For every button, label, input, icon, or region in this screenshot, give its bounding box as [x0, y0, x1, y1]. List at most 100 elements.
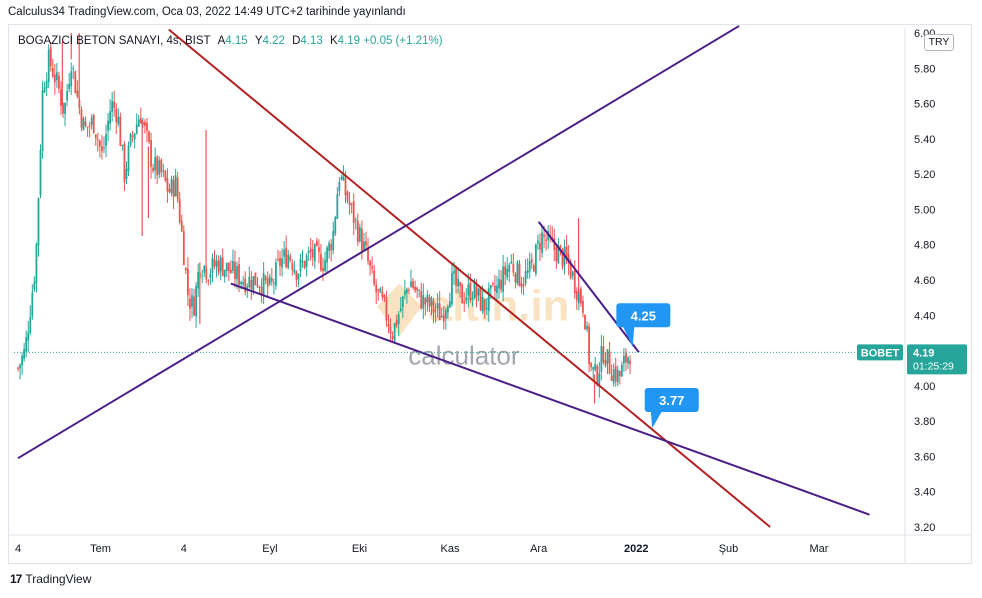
candle-body [58, 75, 60, 89]
candle-body [201, 275, 204, 277]
candle-body [41, 90, 44, 151]
candle-body [150, 139, 152, 167]
symbol-legend: BOGAZICI BETON SANAYI, 4s, BIST A4.15 Y4… [18, 35, 443, 47]
candle-body [330, 244, 333, 251]
candle-body [131, 135, 134, 137]
candle-body [383, 295, 386, 299]
footer: 17 TradingView [10, 572, 91, 586]
candle-body [539, 242, 541, 250]
candle-body [518, 263, 521, 286]
candle-body [133, 133, 136, 140]
candle-body [356, 220, 359, 242]
candle-body [205, 268, 208, 280]
candle-body [352, 201, 355, 224]
candle-body [575, 291, 578, 301]
candle-body [25, 337, 28, 352]
candle-body [141, 121, 144, 125]
candle-body [442, 315, 445, 322]
candle-body [72, 68, 75, 70]
candle-body [266, 278, 269, 287]
candle-body [342, 175, 345, 181]
candle-body [152, 167, 154, 172]
candle-body [309, 249, 312, 252]
candle-body [489, 285, 492, 289]
candle-body [459, 282, 462, 287]
candle-body [344, 178, 347, 196]
x-tick-label: 2022 [624, 543, 648, 555]
candle-body [27, 332, 30, 341]
candle-body [354, 219, 357, 221]
candle-body [629, 360, 631, 365]
candle-body [70, 71, 73, 87]
trendline-4 [537, 221, 640, 353]
candle-body [98, 140, 101, 147]
candle-body [610, 375, 613, 381]
candle-body [244, 278, 247, 293]
candle-body [217, 260, 220, 273]
y-tick-label: 5.80 [914, 63, 935, 75]
candle-body [229, 269, 232, 273]
candle-body [86, 126, 89, 128]
candle-body [160, 159, 163, 173]
candle-body [234, 261, 236, 279]
candle-body [598, 373, 601, 386]
candle-body [53, 74, 56, 83]
candle-body [287, 254, 290, 268]
x-tick-label: 4 [15, 543, 21, 555]
candle-body [299, 258, 302, 271]
candle-body [614, 366, 617, 382]
candle-body [616, 369, 619, 383]
candle-body [444, 310, 447, 319]
price-axis: 6.005.805.605.405.205.004.804.604.404.20… [904, 28, 935, 563]
candle-body [346, 192, 349, 202]
candle-body [148, 131, 150, 142]
open-key: A [217, 35, 226, 47]
candle-body [420, 291, 423, 309]
candle-body [219, 257, 222, 272]
candle-body [238, 264, 240, 285]
candle-body [381, 291, 384, 298]
candle-body [561, 249, 564, 267]
candle-body [264, 276, 267, 281]
candle-body [412, 281, 414, 289]
candle-body [295, 271, 298, 280]
candle-body [422, 295, 425, 309]
currency-button[interactable]: TRY [924, 34, 954, 51]
candle-body [397, 314, 400, 324]
high-value: 4.22 [262, 35, 285, 47]
candle-body [258, 286, 261, 288]
candle-body [191, 295, 193, 307]
symbol-name: BOGAZICI BETON SANAYI, 4s, BIST [18, 35, 211, 47]
x-tick-label: Kas [440, 543, 459, 555]
candle-body [105, 134, 107, 146]
candle-body [156, 156, 159, 176]
candle-body [328, 242, 331, 251]
y-tick-label: 4.00 [914, 381, 935, 393]
candle-body [324, 260, 326, 271]
candle-body [33, 281, 36, 290]
candle-body [577, 291, 580, 304]
candle-body [625, 352, 627, 363]
candle-body [182, 230, 185, 266]
candle-body [434, 310, 437, 312]
candle-body [84, 121, 87, 126]
candle-body [23, 349, 26, 359]
candle-body [334, 217, 337, 234]
candle-body [565, 246, 568, 258]
low-key: D [292, 35, 301, 47]
candle-body [463, 301, 466, 304]
candle-body [510, 261, 513, 264]
candle-body [39, 150, 42, 196]
candle-body [254, 272, 257, 286]
candle-body [473, 282, 476, 299]
candle-body [90, 117, 93, 126]
candle-body [588, 326, 590, 365]
candle-body [537, 240, 539, 244]
candle-body [275, 262, 277, 286]
candle-body [498, 279, 500, 289]
candle-body [363, 241, 365, 250]
candle-body [260, 286, 263, 295]
callout-label: 4.25 [631, 308, 656, 323]
price-tag-countdown: 01:25:29 [913, 360, 954, 372]
